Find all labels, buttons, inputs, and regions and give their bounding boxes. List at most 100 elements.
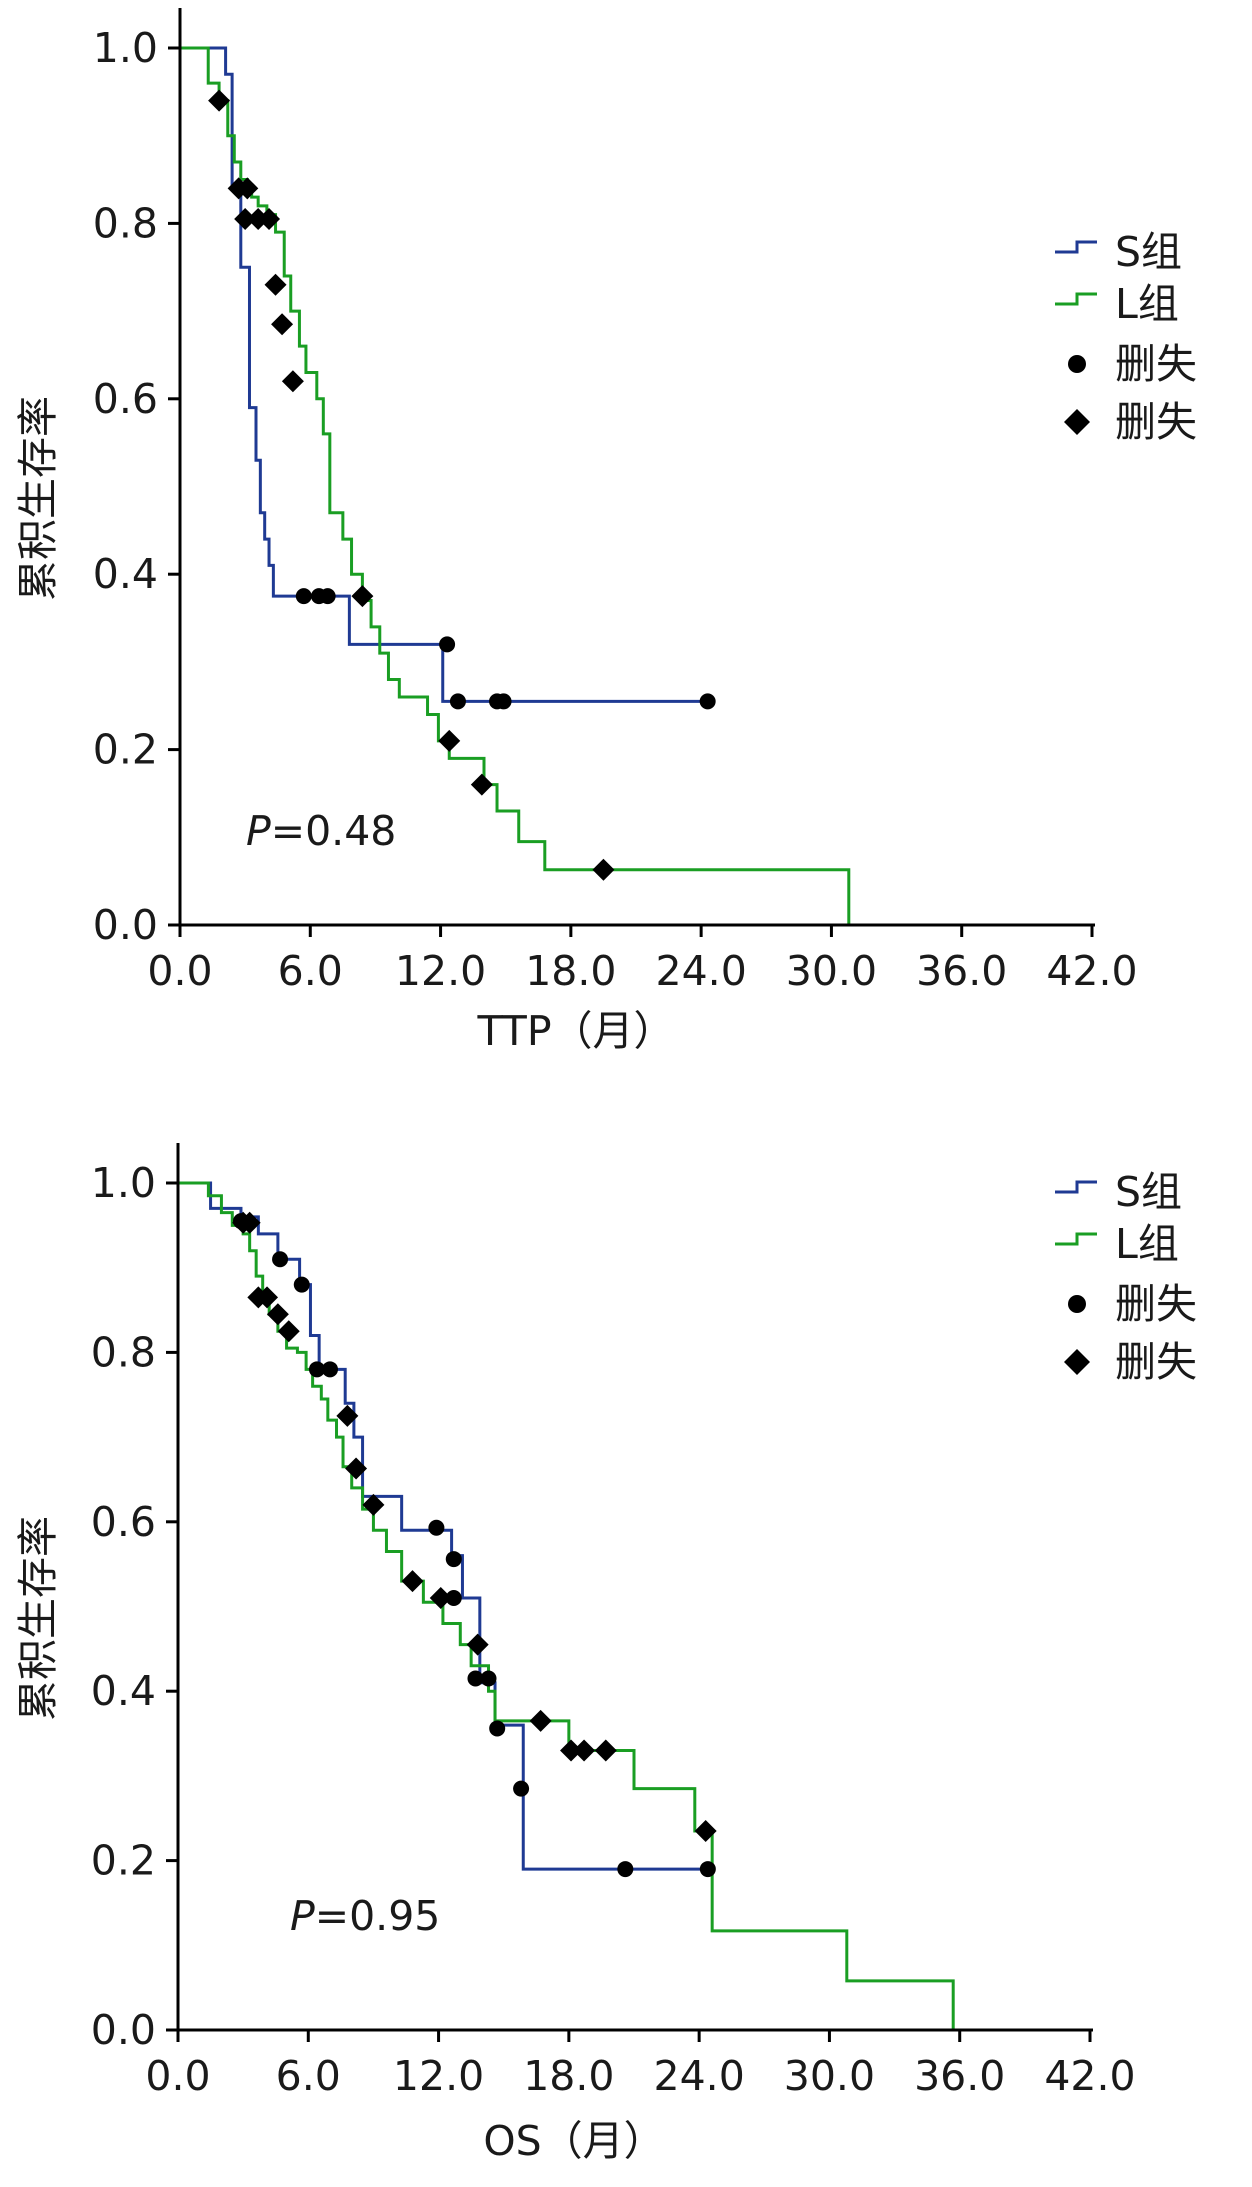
ttp-x-tick-label-4: 24.0 xyxy=(655,947,746,995)
os-legend-icon-censor-diamond xyxy=(1064,1349,1090,1375)
os-y-tick-label-2: 0.4 xyxy=(91,1667,156,1715)
os-censor-s-3 xyxy=(308,1361,325,1378)
ttp-censor-l-7 xyxy=(271,313,294,336)
ttp-y-tick-label-0: 0.0 xyxy=(93,901,158,949)
os-x-axis-label: OS（月） xyxy=(483,2117,664,2165)
ttp-legend-label-censor-diamond: 删失 xyxy=(1115,398,1197,446)
os-censor-l-1 xyxy=(238,1211,261,1234)
ttp-y-tick-label-4: 0.8 xyxy=(93,199,158,247)
os-censor-s-5 xyxy=(428,1519,445,1536)
os-censor-l-16 xyxy=(694,1819,717,1842)
ttp-legend: S组 L组 删失 删失 xyxy=(1055,228,1197,446)
ttp-censor-l-11 xyxy=(470,773,493,796)
os-censor-l-9 xyxy=(401,1570,424,1593)
os-censor-l-8 xyxy=(362,1493,385,1516)
ttp-panel: 0.0 6.0 12.0 18.0 24.0 30.0 36.0 42.0 0.0 0.2 0.4 0… xyxy=(14,8,1197,1055)
os-censor-l-6 xyxy=(336,1404,359,1427)
ttp-y-tick-label-2: 0.4 xyxy=(93,550,158,598)
os-x-tick-label-3: 18.0 xyxy=(523,2052,614,2100)
ttp-legend-icon-censor-diamond xyxy=(1064,409,1090,435)
os-p-value: P=0.95 xyxy=(290,1892,440,1940)
os-censor-s-10 xyxy=(489,1720,506,1737)
os-x-tick-label-4: 24.0 xyxy=(653,2052,744,2100)
ttp-x-axis-label: TTP（月） xyxy=(476,1007,674,1055)
os-legend-label-censor-circle: 删失 xyxy=(1115,1280,1197,1328)
os-censor-l-15 xyxy=(594,1739,617,1762)
os-censor-s-4 xyxy=(322,1361,338,1378)
ttp-legend-icon-l xyxy=(1055,292,1097,306)
os-y-tick-label-5: 1.0 xyxy=(91,1159,156,1207)
ttp-y-tick-label-5: 1.0 xyxy=(93,24,158,72)
os-censor-s-1 xyxy=(272,1251,289,1268)
ttp-censor-s-6 xyxy=(495,693,512,710)
ttp-curve-l xyxy=(180,46,851,925)
ttp-censor-s-0 xyxy=(295,588,312,605)
os-y-tick-label-0: 0.0 xyxy=(91,2006,156,2054)
ttp-curve-s xyxy=(180,46,708,703)
ttp-legend-label-censor-circle: 删失 xyxy=(1115,340,1197,388)
os-censor-l-11 xyxy=(466,1633,489,1656)
os-y-axis-label: 累积生存率 xyxy=(14,1516,62,1721)
ttp-p-letter: P xyxy=(246,807,271,855)
ttp-censor-s-2 xyxy=(319,588,336,605)
os-censor-s-12 xyxy=(617,1861,634,1878)
ttp-censor-l-10 xyxy=(438,729,461,752)
ttp-censor-l-8 xyxy=(281,370,304,393)
os-x-tick-label-6: 36.0 xyxy=(914,2052,1005,2100)
ttp-x-tick-label-5: 30.0 xyxy=(786,947,877,995)
os-censor-l-3 xyxy=(256,1286,279,1309)
ttp-censor-s-4 xyxy=(449,693,466,710)
ttp-y-tick-label-1: 0.2 xyxy=(93,726,158,774)
os-legend-icon-s xyxy=(1055,1180,1097,1194)
ttp-legend-icon-s xyxy=(1055,240,1097,254)
ttp-censor-l-5 xyxy=(258,208,281,231)
os-legend: S组 L组 删失 删失 xyxy=(1055,1168,1197,1386)
ttp-censor-s-3 xyxy=(439,636,456,653)
os-y-tick-label-4: 0.8 xyxy=(91,1328,156,1376)
os-x-tick-label-1: 6.0 xyxy=(276,2052,341,2100)
os-censor-l-5 xyxy=(277,1320,300,1343)
os-censor-s-8 xyxy=(467,1670,484,1687)
os-legend-icon-censor-circle xyxy=(1068,1295,1086,1313)
os-censor-s-9 xyxy=(480,1670,497,1687)
os-censor-l-4 xyxy=(266,1303,289,1326)
ttp-censor-l-3 xyxy=(234,208,257,231)
ttp-legend-label-s: S组 xyxy=(1115,228,1182,276)
os-p-letter: P xyxy=(290,1892,315,1940)
ttp-axes: 0.0 6.0 12.0 18.0 24.0 30.0 36.0 42.0 0.0 0.2 0.4 0… xyxy=(93,8,1138,995)
ttp-p-value: P=0.48 xyxy=(246,807,396,855)
ttp-censor-l-6 xyxy=(264,273,287,296)
os-panel: 0.0 6.0 12.0 18.0 24.0 30.0 36.0 42.0 0.0 0.2 0.4 0… xyxy=(14,1143,1197,2165)
ttp-y-axis-label: 累积生存率 xyxy=(14,396,62,601)
os-x-tick-label-5: 30.0 xyxy=(784,2052,875,2100)
os-axes: 0.0 6.0 12.0 18.0 24.0 30.0 36.0 42.0 0.0 0.2 0.4 0… xyxy=(91,1143,1136,2100)
os-plot-marks xyxy=(178,1181,955,2030)
ttp-x-tick-label-1: 6.0 xyxy=(278,947,343,995)
os-censor-l-10 xyxy=(429,1587,452,1610)
ttp-y-tick-label-3: 0.6 xyxy=(93,375,158,423)
os-censor-s-13 xyxy=(699,1861,716,1878)
os-censor-s-6 xyxy=(445,1551,462,1568)
ttp-censor-l-0 xyxy=(208,89,231,112)
os-x-tick-label-7: 42.0 xyxy=(1044,2052,1135,2100)
ttp-censor-l-12 xyxy=(592,858,615,881)
os-censor-s-11 xyxy=(513,1780,530,1797)
os-censor-l-13 xyxy=(560,1739,583,1762)
os-censor-l-12 xyxy=(529,1709,552,1732)
os-y-tick-label-3: 0.6 xyxy=(91,1498,156,1546)
os-legend-label-censor-diamond: 删失 xyxy=(1115,1338,1197,1386)
ttp-censor-l-2 xyxy=(236,177,259,200)
ttp-x-tick-label-3: 18.0 xyxy=(525,947,616,995)
os-x-tick-label-0: 0.0 xyxy=(145,2052,210,2100)
ttp-x-tick-label-0: 0.0 xyxy=(147,947,212,995)
os-censor-s-7 xyxy=(445,1590,462,1607)
ttp-legend-label-l: L组 xyxy=(1115,280,1179,328)
ttp-x-tick-label-2: 12.0 xyxy=(395,947,486,995)
os-censor-s-2 xyxy=(293,1276,310,1293)
os-censor-l-7 xyxy=(345,1457,368,1480)
os-x-tick-label-2: 12.0 xyxy=(393,2052,484,2100)
ttp-x-tick-label-7: 42.0 xyxy=(1046,947,1137,995)
ttp-plot-marks xyxy=(180,46,851,925)
os-y-tick-label-1: 0.2 xyxy=(91,1837,156,1885)
